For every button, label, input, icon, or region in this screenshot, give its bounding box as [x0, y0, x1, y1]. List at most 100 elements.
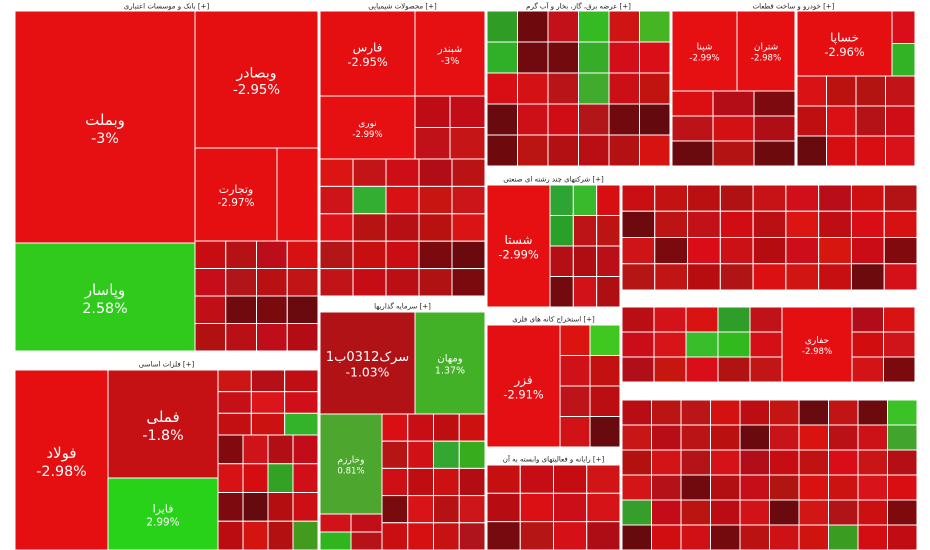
stock-tile[interactable] — [796, 10, 893, 77]
treemap-cell[interactable] — [319, 158, 354, 187]
treemap-cell[interactable] — [739, 449, 770, 476]
treemap-cell[interactable] — [407, 522, 434, 550]
sector-header[interactable]: استخراج کانه های فلزی [+] — [512, 316, 595, 324]
treemap-cell[interactable] — [712, 140, 755, 167]
treemap-cell[interactable] — [850, 184, 885, 212]
treemap-cell[interactable] — [319, 531, 352, 550]
treemap-cell[interactable] — [752, 263, 787, 291]
treemap-cell[interactable] — [857, 524, 888, 550]
treemap-cell[interactable] — [586, 492, 621, 523]
treemap-cell[interactable] — [596, 245, 621, 277]
treemap-cell[interactable] — [621, 399, 652, 426]
treemap-cell[interactable] — [486, 103, 518, 136]
treemap-cell[interactable] — [292, 520, 319, 550]
treemap-cell[interactable] — [710, 449, 741, 476]
treemap-cell[interactable] — [753, 115, 796, 142]
treemap-cell[interactable] — [350, 513, 383, 533]
treemap-cell[interactable] — [796, 105, 827, 137]
treemap-cell[interactable] — [350, 531, 383, 550]
treemap-cell[interactable] — [883, 306, 916, 333]
treemap-cell[interactable] — [286, 240, 319, 269]
sector-header[interactable]: خودرو و ساخت قطعات [+] — [753, 3, 835, 11]
treemap-cell[interactable] — [256, 323, 288, 352]
treemap-cell[interactable] — [319, 268, 354, 297]
treemap-cell[interactable] — [883, 331, 916, 358]
treemap-cell[interactable] — [586, 521, 621, 550]
treemap-cell[interactable] — [433, 495, 460, 524]
treemap-cell[interactable] — [385, 158, 420, 187]
treemap-cell[interactable] — [385, 268, 420, 297]
treemap-cell[interactable] — [887, 474, 918, 501]
treemap-cell[interactable] — [608, 10, 640, 43]
treemap-cell[interactable] — [549, 215, 574, 247]
treemap-cell[interactable] — [857, 474, 888, 501]
treemap-cell[interactable] — [547, 103, 579, 136]
treemap-cell[interactable] — [242, 463, 269, 493]
treemap-cell[interactable] — [654, 210, 689, 238]
treemap-cell[interactable] — [256, 268, 288, 297]
treemap-cell[interactable] — [769, 524, 800, 550]
treemap-cell[interactable] — [826, 105, 857, 137]
stock-tile[interactable] — [781, 306, 853, 383]
treemap-cell[interactable] — [654, 184, 689, 212]
treemap-cell[interactable] — [710, 499, 741, 526]
treemap-cell[interactable] — [621, 356, 655, 383]
treemap-cell[interactable] — [517, 10, 549, 43]
treemap-cell[interactable] — [653, 356, 687, 383]
treemap-cell[interactable] — [621, 424, 652, 451]
treemap-cell[interactable] — [753, 140, 796, 167]
treemap-cell[interactable] — [651, 449, 682, 476]
treemap-cell[interactable] — [319, 213, 354, 242]
stock-tile[interactable] — [194, 147, 278, 242]
treemap-cell[interactable] — [486, 521, 521, 550]
treemap-cell[interactable] — [352, 268, 387, 297]
treemap-cell[interactable] — [818, 210, 852, 238]
treemap-cell[interactable] — [752, 237, 787, 265]
treemap-cell[interactable] — [596, 215, 621, 247]
treemap-cell[interactable] — [572, 215, 598, 247]
treemap-cell[interactable] — [621, 210, 656, 238]
treemap-cell[interactable] — [217, 391, 252, 414]
treemap-cell[interactable] — [712, 115, 755, 142]
treemap-cell[interactable] — [687, 263, 721, 291]
treemap-cell[interactable] — [857, 449, 888, 476]
treemap-cell[interactable] — [651, 399, 682, 426]
treemap-cell[interactable] — [451, 158, 486, 187]
treemap-cell[interactable] — [887, 449, 918, 476]
treemap-cell[interactable] — [517, 72, 549, 105]
treemap-cell[interactable] — [671, 115, 714, 142]
treemap-cell[interactable] — [381, 495, 409, 524]
treemap-cell[interactable] — [385, 213, 420, 242]
treemap-cell[interactable] — [752, 184, 787, 212]
treemap-cell[interactable] — [828, 499, 859, 526]
treemap-cell[interactable] — [433, 467, 460, 497]
treemap-cell[interactable] — [217, 492, 244, 522]
treemap-cell[interactable] — [828, 474, 859, 501]
treemap-cell[interactable] — [596, 184, 621, 216]
treemap-cell[interactable] — [407, 413, 434, 442]
treemap-cell[interactable] — [752, 210, 787, 238]
sector-header[interactable]: بانک و موسسات اعتباری [+] — [124, 3, 210, 11]
treemap-cell[interactable] — [739, 499, 770, 526]
treemap-cell[interactable] — [621, 263, 656, 291]
treemap-cell[interactable] — [785, 263, 820, 291]
treemap-cell[interactable] — [217, 434, 244, 465]
treemap-cell[interactable] — [851, 306, 884, 333]
treemap-cell[interactable] — [883, 184, 918, 212]
treemap-cell[interactable] — [828, 424, 859, 451]
treemap-cell[interactable] — [194, 323, 227, 352]
treemap-cell[interactable] — [710, 424, 741, 451]
treemap-cell[interactable] — [319, 513, 352, 533]
treemap-cell[interactable] — [608, 41, 640, 74]
treemap-cell[interactable] — [319, 185, 354, 215]
treemap-cell[interactable] — [680, 524, 711, 550]
treemap-cell[interactable] — [381, 413, 409, 442]
treemap-cell[interactable] — [418, 268, 453, 297]
sector-header[interactable]: فلزات اساسی [+] — [139, 361, 195, 369]
treemap-cell[interactable] — [887, 499, 918, 526]
treemap-cell[interactable] — [785, 210, 820, 238]
treemap-cell[interactable] — [407, 467, 434, 497]
treemap-cell[interactable] — [242, 520, 269, 550]
treemap-cell[interactable] — [458, 522, 486, 550]
treemap-cell[interactable] — [267, 492, 294, 522]
